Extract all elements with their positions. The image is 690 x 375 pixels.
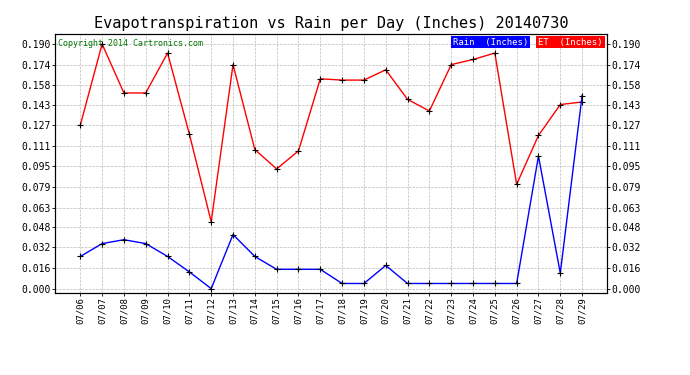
Text: ET  (Inches): ET (Inches) (538, 38, 602, 46)
Text: Rain  (Inches): Rain (Inches) (453, 38, 528, 46)
Title: Evapotranspiration vs Rain per Day (Inches) 20140730: Evapotranspiration vs Rain per Day (Inch… (94, 16, 569, 31)
Text: Copyright 2014 Cartronics.com: Copyright 2014 Cartronics.com (58, 39, 203, 48)
